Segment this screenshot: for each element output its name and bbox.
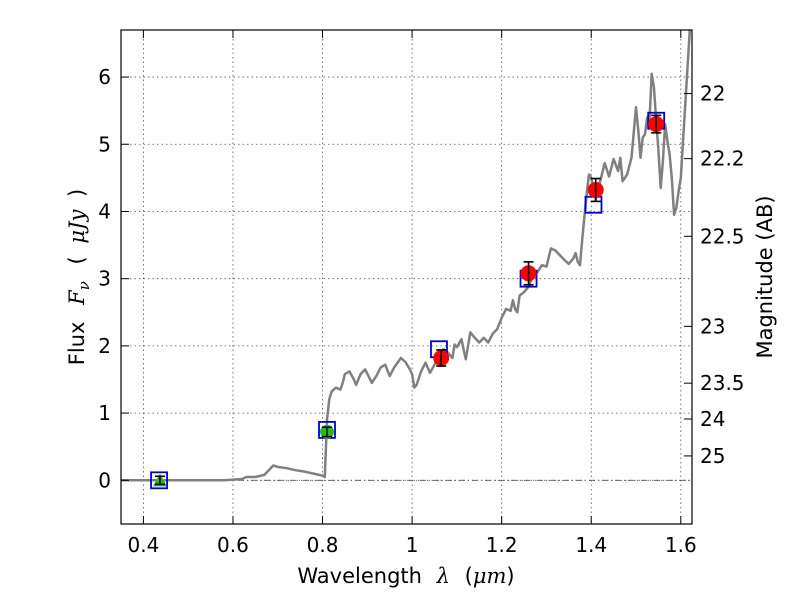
y-axis-label: Flux Fν ( μJy ) [65,189,94,365]
ticks: 0.4 0.6 0.8 1 1.2 1.4 1.601234562222.222.52323… [98,30,745,557]
y2-tick-label: 25 [700,444,725,468]
y-tick-label: 3 [98,267,111,291]
y2-tick-label: 22.2 [700,147,745,171]
model-spectrum-line [121,30,692,482]
y-tick-label: 2 [98,334,111,358]
plot-frame [120,29,693,525]
y-tick-label: 6 [98,65,111,89]
x-tick-label: 1 [406,533,419,557]
y2-tick-label: 22 [700,82,725,106]
x-tick-label: 0.6 [217,533,249,557]
x-axis-label: Wavelength λ (μm) [297,564,514,588]
y-tick-label: 1 [98,401,111,425]
x-tick-label: 1.2 [486,533,518,557]
x-tick-label: 1.6 [665,533,697,557]
x-tick-label: 0.8 [307,533,339,557]
y2-axis-label: Magnitude (AB) [753,195,777,358]
plot-area [121,30,692,490]
x-tick-label: 1.4 [575,533,607,557]
x-tick-label: 0.4 [127,533,159,557]
y2-tick-label: 23.5 [700,371,745,395]
model-photometry-square [150,471,168,490]
y2-tick-label: 24 [700,407,725,431]
y-tick-label: 0 [98,468,111,492]
y2-tick-label: 22.5 [700,224,745,248]
y-tick-label: 5 [98,132,111,156]
y-tick-label: 4 [98,199,111,223]
y2-tick-label: 23 [700,314,725,338]
